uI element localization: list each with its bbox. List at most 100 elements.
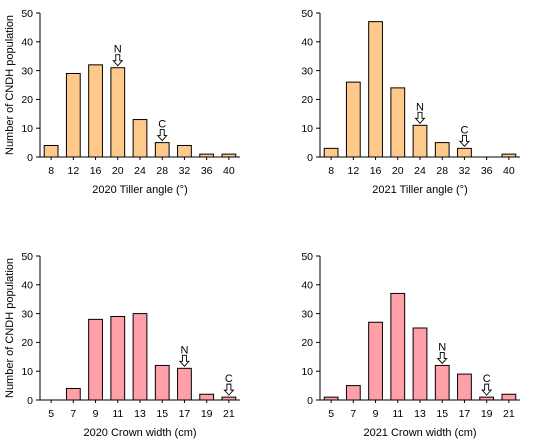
chart-3-x-tick-label: 19 (481, 408, 493, 420)
chart-0-bar (43, 144, 59, 158)
chart-2-marker-label-C: C (225, 373, 233, 385)
chart-2-x-tick-label: 17 (179, 408, 191, 420)
chart-1-x-tick-label: 28 (436, 165, 448, 177)
chart-2-bar (177, 367, 192, 401)
chart-2-marker-arrow-C (223, 383, 235, 396)
chart-0-bar (65, 72, 81, 158)
chart-1-bar (323, 147, 339, 158)
chart-2-x-tick-label: 13 (134, 408, 146, 420)
chart-3-x-axis-label: 2021 Crown width (cm) (363, 427, 476, 439)
chart-0-bar (88, 64, 103, 158)
chart-0-x-tick-label: 20 (112, 165, 124, 177)
chart-2-marker-label-N: N (180, 344, 188, 356)
chart-1-marker-label-N: N (416, 101, 424, 113)
chart-2-y-tick-label: 20 (21, 337, 33, 349)
chart-3-y-tick-label: 10 (301, 366, 313, 378)
chart-3-bar (457, 373, 472, 401)
chart-2-x-tick-label: 7 (70, 408, 76, 420)
chart-0-marker-arrow-C (156, 129, 168, 142)
chart-0-marker-arrow-N (112, 54, 124, 67)
chart-1-marker-arrow-N (414, 111, 426, 124)
chart-0: 0 10 20 30 40 50 8 12 16 20 24 28 32 36 40 N C 2020 Tille… (4, 8, 240, 196)
chart-3-bar (323, 396, 339, 401)
chart-3-y-tick-label: 30 (301, 308, 313, 320)
chart-3-bar (368, 321, 383, 401)
chart-0-bar (177, 144, 192, 158)
chart-0-x-axis-label: 2020 Tiller angle (°) (92, 184, 188, 196)
chart-3-x-tick-label: 13 (414, 408, 426, 420)
chart-0-marker-label-C: C (158, 119, 166, 131)
chart-2: 0 10 20 30 40 50 5 7 9 11 13 15 17 19 21 N C 2020 Crown w… (4, 251, 240, 439)
chart-1-x-tick-label: 20 (392, 165, 404, 177)
chart-1-marker-label-C: C (460, 124, 468, 136)
chart-2-bar (199, 393, 215, 401)
chart-3-x-tick-label: 5 (328, 408, 334, 420)
chart-1-x-tick-label: 40 (503, 165, 515, 177)
chart-3-y-tick-label: 20 (301, 337, 313, 349)
chart-1-x-tick-label: 8 (328, 165, 334, 177)
chart-2-y-tick-label: 0 (27, 395, 33, 407)
chart-0-bar (221, 153, 237, 158)
chart-2-y-tick-label: 40 (21, 280, 33, 292)
chart-3-bar (390, 292, 406, 401)
chart-2-bar (88, 318, 103, 401)
chart-1-x-tick-label: 16 (370, 165, 382, 177)
chart-1-x-tick-label: 24 (414, 165, 426, 177)
chart-3-y-tick-label: 40 (301, 280, 313, 292)
chart-1-marker-arrow-C (458, 134, 470, 148)
chart-0-y-tick-label: 10 (21, 123, 33, 135)
chart-1-bar (390, 87, 406, 158)
chart-0-x-tick-label: 40 (223, 165, 235, 177)
chart-2-bar (154, 364, 170, 401)
chart-2-x-tick-label: 15 (156, 408, 168, 420)
chart-0-x-tick-label: 8 (48, 165, 54, 177)
chart-3: 0 10 20 30 40 50 5 7 9 11 13 15 17 19 21 N C 2021 Crown w… (301, 251, 520, 439)
chart-1-y-tick-label: 40 (301, 37, 313, 49)
chart-1-bar (501, 153, 517, 158)
chart-0-x-tick-label: 32 (179, 165, 191, 177)
chart-2-x-tick-label: 21 (223, 408, 235, 420)
chart-1-bar (412, 124, 428, 158)
chart-0-x-tick-label: 24 (134, 165, 146, 177)
chart-2-x-axis-label: 2020 Crown width (cm) (83, 427, 196, 439)
chart-2-x-tick-label: 9 (93, 408, 99, 420)
chart-2-bar (132, 313, 148, 401)
chart-0-x-tick-label: 28 (156, 165, 168, 177)
chart-2-bar (65, 387, 81, 401)
chart-1-bar (434, 142, 450, 158)
chart-2-x-tick-label: 5 (48, 408, 54, 420)
chart-1-y-tick-label: 20 (301, 94, 313, 106)
chart-3-marker-arrow-N (436, 351, 448, 365)
chart-3-x-tick-label: 21 (503, 408, 515, 420)
chart-3-bar (345, 385, 361, 401)
chart-2-y-axis-label: Number of CNDH population (4, 258, 16, 398)
chart-2-x-tick-label: 19 (201, 408, 213, 420)
chart-1-y-tick-label: 0 (307, 152, 313, 164)
chart-0-y-tick-label: 30 (21, 65, 33, 77)
chart-0-x-tick-label: 12 (67, 165, 79, 177)
chart-3-x-tick-label: 11 (392, 408, 403, 420)
chart-2-x-tick-label: 11 (112, 408, 123, 420)
chart-3-bar (479, 396, 495, 401)
chart-0-y-tick-label: 20 (21, 94, 33, 106)
chart-3-marker-label-N: N (438, 341, 446, 353)
chart-0-y-axis-label: Number of CNDH population (4, 15, 16, 155)
chart-2-marker-arrow-N (178, 354, 190, 367)
chart-3-x-tick-label: 9 (373, 408, 379, 420)
chart-1-x-tick-label: 32 (459, 165, 471, 177)
chart-1-bar (368, 21, 383, 158)
chart-3-bar (501, 393, 517, 401)
chart-0-marker-label-N: N (114, 44, 122, 56)
chart-0-y-tick-label: 50 (21, 8, 33, 20)
chart-1-x-axis-label: 2021 Tiller angle (°) (372, 184, 468, 196)
chart-3-x-tick-label: 15 (436, 408, 448, 420)
chart-0-x-tick-label: 36 (201, 165, 213, 177)
chart-2-bar (110, 315, 126, 401)
chart-2-y-tick-label: 50 (21, 251, 33, 263)
chart-1-bar (345, 81, 361, 158)
chart-3-y-tick-label: 0 (307, 395, 313, 407)
chart-0-x-tick-label: 16 (90, 165, 102, 177)
chart-1-bar (457, 147, 472, 158)
chart-2-bar (221, 396, 237, 401)
